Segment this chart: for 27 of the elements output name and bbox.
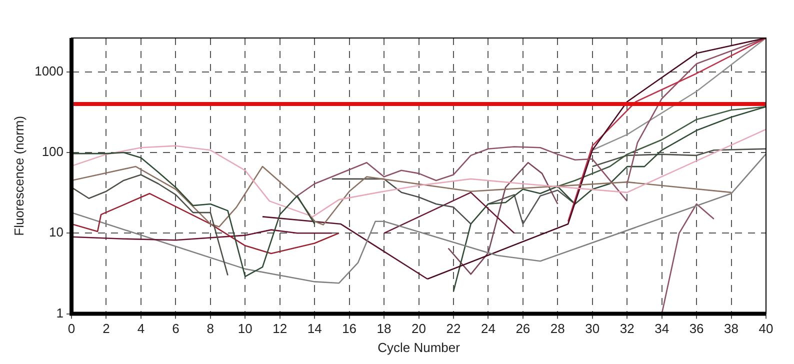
x-tick-label: 24 (480, 321, 496, 336)
y-tick-label: 100 (42, 144, 64, 160)
x-tick-label: 36 (689, 321, 704, 336)
y-tick-label: 1000 (34, 63, 64, 78)
y-axis-title: Fluorescence (norm) (11, 116, 26, 236)
y-tick-label: 10 (49, 224, 64, 240)
x-tick-label: 32 (620, 321, 634, 336)
x-tick-label: 2 (102, 321, 110, 336)
x-tick-label: 8 (206, 321, 214, 336)
x-tick-label: 26 (516, 321, 530, 336)
x-tick-label: 6 (172, 321, 180, 336)
x-tick-label: 12 (272, 321, 288, 336)
x-axis-title: Cycle Number (378, 340, 461, 355)
x-tick-label: 22 (446, 321, 461, 336)
x-tick-label: 18 (376, 321, 392, 336)
y-tick-label: 1 (56, 305, 64, 320)
x-tick-label: 16 (342, 321, 357, 336)
x-tick-label: 34 (654, 321, 670, 336)
x-tick-label: 38 (724, 321, 739, 336)
x-tick-label: 40 (758, 321, 774, 336)
x-tick-label: 30 (585, 321, 600, 336)
x-tick-label: 4 (137, 321, 145, 336)
x-tick-label: 28 (550, 321, 565, 336)
x-tick-label: 14 (307, 321, 322, 336)
x-tick-label: 10 (238, 321, 252, 336)
x-tick-label: 20 (412, 321, 426, 336)
x-tick-label: 0 (68, 321, 76, 336)
